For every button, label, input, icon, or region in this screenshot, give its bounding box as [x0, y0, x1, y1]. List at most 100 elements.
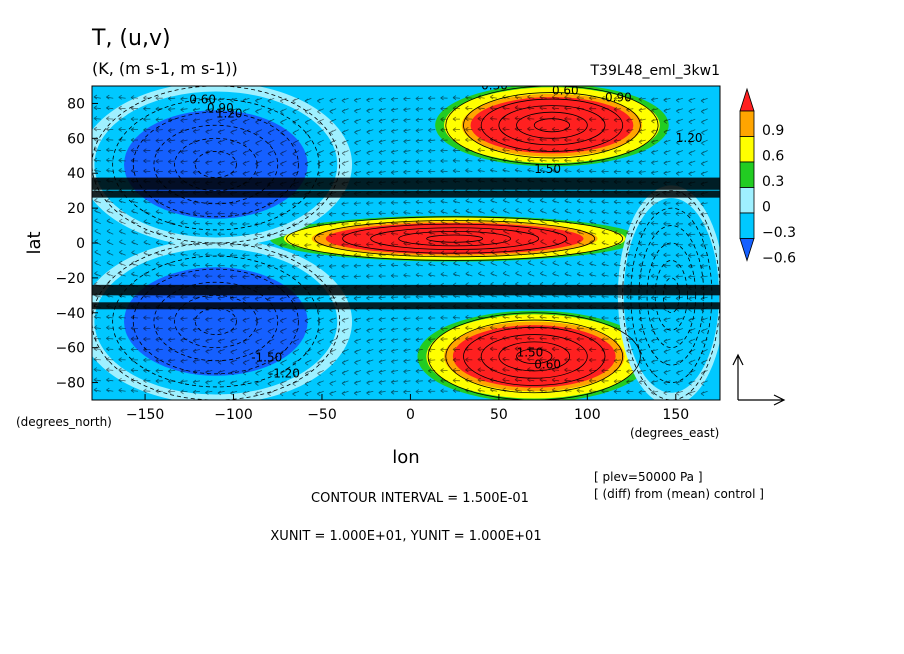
wind-vector — [143, 168, 151, 174]
wind-vector — [415, 138, 423, 144]
wind-vector — [143, 148, 151, 154]
wind-vector — [291, 253, 300, 259]
wind-vector — [688, 150, 696, 156]
wind-vector — [304, 253, 312, 259]
colorbar-tick-label: −0.3 — [762, 225, 796, 241]
wind-vector — [205, 108, 213, 113]
wind-vector — [143, 378, 151, 384]
contour-line — [112, 98, 320, 231]
wind-vector — [254, 285, 262, 291]
wind-vector — [242, 369, 250, 376]
wind-vector — [514, 292, 522, 298]
wind-vector — [168, 230, 176, 235]
wind-vector — [180, 283, 188, 289]
wind-vector — [390, 210, 399, 216]
wind-vector — [292, 97, 300, 104]
wind-vector — [688, 118, 696, 125]
wind-vector — [366, 160, 374, 166]
contour-line — [533, 118, 571, 133]
wind-vector — [502, 325, 510, 330]
wind-vector — [341, 191, 349, 197]
wind-vector — [588, 304, 597, 310]
wind-vector — [255, 129, 263, 136]
wind-vector — [353, 97, 362, 103]
wind-vector — [143, 250, 151, 256]
wind-vector — [403, 348, 411, 354]
wind-vector — [155, 95, 163, 101]
wind-vector — [205, 284, 213, 290]
wind-vector — [626, 210, 634, 215]
wind-vector — [304, 160, 312, 167]
wind-vector — [675, 171, 683, 176]
wind-vector — [317, 139, 324, 146]
wind-vector — [341, 317, 349, 323]
wind-vector — [427, 326, 436, 332]
wind-vector — [440, 293, 448, 299]
wind-vector — [663, 97, 671, 103]
wind-vector — [180, 96, 188, 102]
x-axis-label: lon — [392, 447, 419, 468]
wind-vector — [93, 292, 101, 298]
wind-vector — [390, 284, 399, 289]
wind-vector — [588, 388, 597, 394]
wind-vector — [415, 283, 423, 289]
wind-vector — [515, 270, 523, 277]
wind-vector — [217, 390, 225, 396]
wind-vector — [502, 126, 510, 132]
wind-vector — [106, 228, 114, 235]
wind-vector — [93, 116, 101, 121]
wind-vector — [440, 209, 448, 214]
wind-vector — [502, 356, 510, 362]
wind-vector — [588, 117, 597, 122]
wind-vector — [527, 157, 535, 163]
wind-vector — [130, 336, 138, 342]
wind-vector — [180, 230, 188, 236]
contour-line — [132, 268, 299, 375]
wind-vector — [353, 317, 362, 323]
wind-vector — [626, 199, 634, 205]
wind-vector — [552, 260, 560, 267]
wind-vector — [304, 232, 312, 238]
wind-vector — [118, 105, 126, 111]
wind-vector — [440, 261, 448, 267]
wind-vector — [588, 378, 597, 384]
wind-vector — [93, 356, 101, 362]
wind-vector — [378, 262, 386, 268]
wind-vector — [576, 357, 584, 363]
wind-vector — [415, 189, 423, 195]
wind-vector — [205, 390, 213, 395]
wind-vector — [329, 150, 337, 156]
wind-vector — [242, 150, 250, 156]
wind-vector — [267, 328, 275, 334]
wind-vector — [180, 118, 188, 123]
wind-vector — [192, 220, 200, 226]
wind-vector — [576, 198, 584, 204]
wind-vector — [515, 187, 522, 193]
wind-vector — [366, 108, 374, 114]
wind-vector — [427, 337, 436, 342]
wind-vector — [428, 189, 436, 194]
wind-vector — [130, 137, 138, 143]
wind-vector — [304, 359, 312, 366]
wind-vector — [378, 97, 386, 102]
wind-vector — [167, 358, 176, 364]
wind-vector — [217, 295, 225, 301]
wind-vector — [403, 210, 411, 215]
wind-vector — [366, 139, 374, 145]
field-region — [124, 110, 308, 219]
wind-vector — [93, 377, 101, 383]
wind-vector — [155, 347, 163, 353]
wind-vector — [477, 167, 485, 173]
wind-vector — [502, 137, 510, 142]
wind-vector — [650, 273, 659, 279]
wind-vector — [650, 200, 659, 206]
wind-vector — [217, 139, 225, 145]
wind-vector — [390, 149, 399, 155]
wind-vector — [354, 380, 362, 386]
wind-vector — [130, 178, 139, 184]
wind-vector — [514, 346, 522, 352]
wind-vector — [663, 118, 671, 124]
wind-vector — [588, 148, 597, 154]
wind-vector — [440, 148, 448, 154]
wind-vector — [576, 336, 584, 342]
